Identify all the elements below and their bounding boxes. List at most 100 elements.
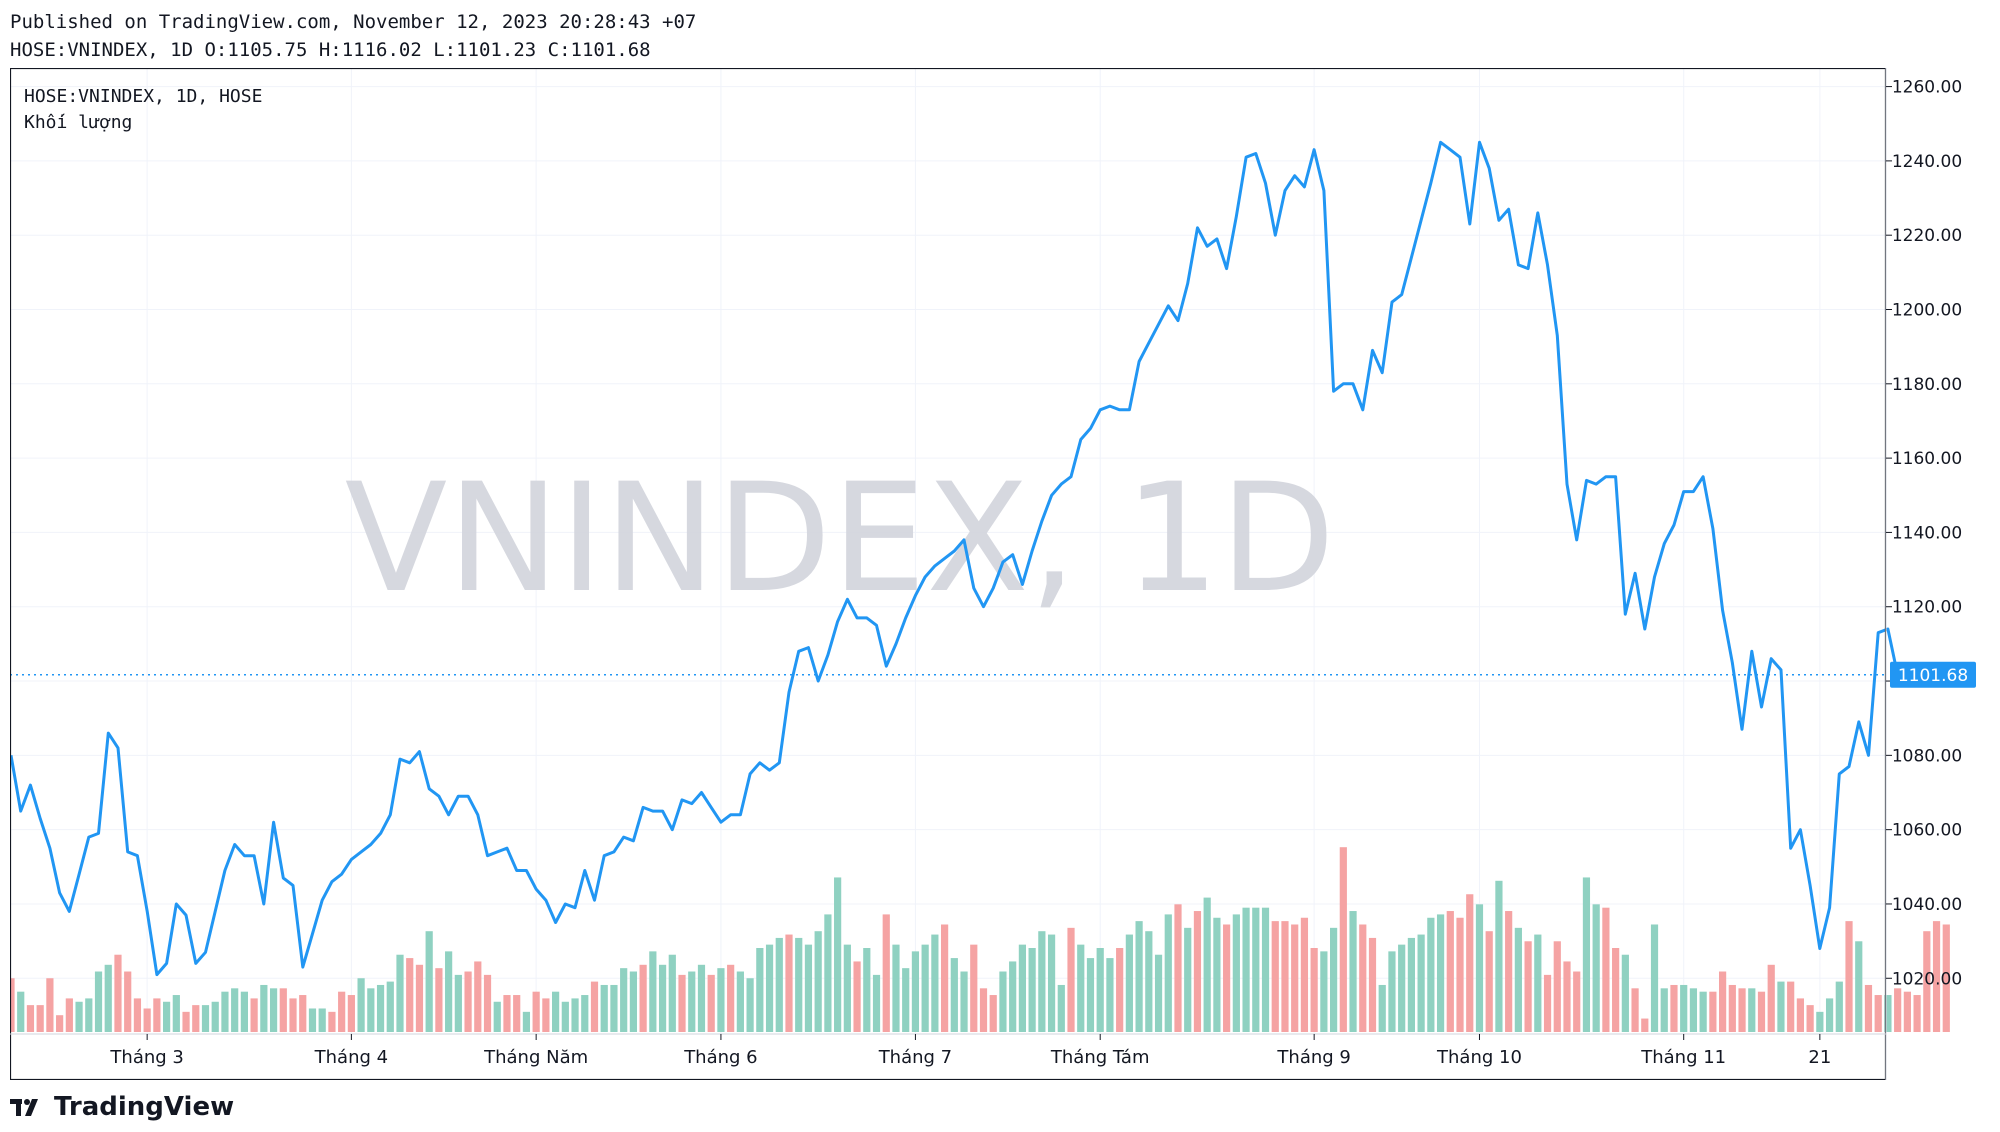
y-tick-label: 1020.00 [1892, 969, 1962, 989]
price-axis[interactable]: 1020.001040.001060.001080.001100.001120.… [1886, 78, 1962, 990]
last-price-tag-bg [1890, 661, 1976, 688]
volume-bar [143, 1008, 151, 1032]
y-tick-label: 1120.00 [1892, 598, 1962, 618]
volume-bar [1427, 917, 1435, 1032]
x-tick-label: Tháng 7 [878, 1047, 952, 1068]
volume-bar [1436, 914, 1445, 1032]
volume-bar [542, 998, 550, 1032]
volume-bar [746, 978, 754, 1032]
volume-bar [1359, 924, 1367, 1032]
volume-bar [1009, 961, 1017, 1032]
volume-bar [1835, 981, 1843, 1032]
volume-bar [435, 968, 443, 1032]
volume-bar [882, 914, 890, 1032]
volume-bar [1466, 894, 1474, 1032]
volume-bar [483, 974, 492, 1032]
volume-bar [211, 1001, 219, 1032]
volume-bar [795, 937, 803, 1032]
volume-bar [1291, 924, 1299, 1032]
legend-symbol[interactable]: HOSE:VNINDEX, 1D, HOSE [24, 86, 262, 107]
volume-bar [182, 1011, 190, 1032]
tradingview-footer[interactable]: TradingView [10, 1090, 234, 1124]
volume-bar [1320, 951, 1328, 1032]
volume-bar [921, 944, 929, 1032]
volume-bar [1125, 934, 1133, 1032]
volume-bar [1689, 988, 1698, 1032]
volume-bar [1154, 954, 1163, 1032]
volume-bar [1028, 948, 1036, 1032]
last-price-label: 1101.68 [1898, 666, 1968, 686]
x-tick-label: Tháng Năm [483, 1047, 588, 1068]
volume-bar [1135, 921, 1143, 1032]
price-line[interactable] [9, 140, 1900, 977]
volume-bar [1748, 988, 1756, 1032]
volume-bar [552, 991, 560, 1032]
volume-bar [999, 971, 1007, 1032]
volume-bar [56, 1015, 64, 1032]
volume-bar [1738, 988, 1746, 1032]
volume-bar [1932, 921, 1941, 1032]
volume-bar [1174, 904, 1182, 1032]
volume-bar [1923, 931, 1931, 1032]
volume-bar [269, 988, 278, 1032]
volume-bar [376, 984, 385, 1032]
volume-bar [1650, 924, 1659, 1032]
volume-bar [941, 924, 949, 1032]
legend-volume[interactable]: Khối lượng [24, 112, 132, 133]
volume-bar [1660, 988, 1668, 1032]
volume-bar [1602, 907, 1610, 1032]
volume-bar [931, 934, 939, 1032]
volume-bar [513, 995, 521, 1032]
volume-bar [299, 995, 307, 1032]
volume-bar [1310, 948, 1318, 1032]
volume-bar [308, 1008, 317, 1032]
volume-bar [590, 981, 599, 1032]
volume-bar [1942, 924, 1950, 1032]
volume-bar [328, 1011, 336, 1032]
volume-bar [775, 937, 783, 1032]
volume-bar [1777, 981, 1785, 1032]
y-tick-label: 1220.00 [1892, 226, 1962, 246]
volume-bar [668, 954, 676, 1032]
volume-bar [678, 974, 686, 1032]
volume-bar [1018, 944, 1026, 1032]
volume-bar [36, 1005, 44, 1032]
volume-bar [1699, 991, 1707, 1032]
volume-bar [522, 1011, 531, 1032]
x-tick-label: Tháng 9 [1276, 1047, 1350, 1068]
volume-bar [1767, 964, 1775, 1032]
chart-svg[interactable]: VNINDEX, 1D 1020.00 1040.00 1060.00 1080.00… [7, 67, 2000, 1081]
volume-bar [1787, 981, 1795, 1032]
volume-bar [1193, 911, 1202, 1032]
volume-bar [1281, 921, 1289, 1032]
volume-bar [1524, 941, 1532, 1032]
volume-bar [1378, 984, 1386, 1032]
volume-bar [717, 968, 725, 1032]
volume-bar [843, 944, 851, 1032]
volume-bar [629, 971, 637, 1032]
last-price-tag: 1101.68 [1890, 661, 1976, 688]
volume-bar [17, 991, 25, 1032]
volume-bar [396, 954, 404, 1032]
y-tick-label: 1200.00 [1892, 301, 1962, 321]
volume-bar [1543, 974, 1552, 1032]
volume-bar [1184, 927, 1192, 1032]
volume-bar [240, 991, 248, 1032]
volume-bar [94, 971, 103, 1032]
y-tick-label: 1160.00 [1892, 449, 1962, 469]
volume-bar [979, 988, 988, 1032]
x-tick-label: Tháng 10 [1436, 1047, 1522, 1068]
volume-bar [1368, 937, 1377, 1032]
volume-bar [1417, 934, 1425, 1032]
chart-area[interactable]: VNINDEX, 1D 1020.00 1040.00 1060.00 1080.00… [7, 67, 2000, 1081]
volume-bar [163, 1001, 171, 1032]
volume-bar [697, 964, 706, 1032]
volume-bar [1067, 927, 1075, 1032]
volume-bar [1728, 984, 1736, 1032]
tradingview-logo-icon [10, 1099, 38, 1116]
volume-bar [1096, 948, 1104, 1032]
volume-bar [1553, 941, 1561, 1032]
time-axis[interactable]: Tháng 3 Tháng 4 Tháng Năm Tháng 6 Tháng 7 Thá… [109, 1034, 1831, 1068]
volume-bar [1621, 954, 1629, 1032]
volume-bar [192, 1005, 200, 1032]
